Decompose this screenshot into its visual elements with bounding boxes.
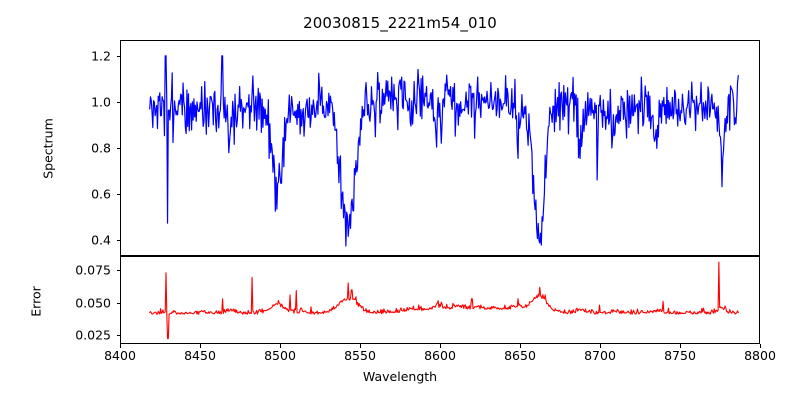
xtick-label-7: 8750 [664,348,696,363]
xtick-mark-1 [200,344,201,348]
ytick-label-spectrum-1: 0.6 [91,186,111,202]
xtick-mark-8 [760,344,761,348]
error-panel [120,256,760,344]
ytick-label-error-1: 0.050 [75,295,111,311]
error-line [121,257,759,343]
ytick-label-spectrum-3: 1.0 [91,94,111,110]
xtick-label-4: 8600 [424,348,456,363]
xtick-mark-4 [440,344,441,348]
x-axis-label: Wavelength [362,369,438,384]
xtick-mark-3 [360,344,361,348]
xtick-label-1: 8450 [184,348,216,363]
xtick-label-6: 8700 [584,348,616,363]
xtick-mark-6 [600,344,601,348]
spectrum-axis-label: Spectrum [40,118,56,179]
xtick-label-3: 8550 [344,348,376,363]
chart-title: 20030815_2221m54_010 [303,14,497,32]
ytick-label-spectrum-4: 1.2 [91,48,111,64]
xtick-mark-7 [680,344,681,348]
xtick-label-0: 8400 [104,348,136,363]
error-axis-label: Error [28,286,44,317]
xtick-mark-5 [520,344,521,348]
xtick-label-2: 8500 [264,348,296,363]
xtick-label-5: 8650 [504,348,536,363]
xtick-mark-2 [280,344,281,348]
spectrum-panel [120,40,760,256]
ytick-label-error-2: 0.075 [75,262,111,278]
ytick-label-spectrum-2: 0.8 [91,140,111,156]
spectrum-line [121,41,759,255]
xtick-label-8: 8800 [744,348,776,363]
ytick-label-spectrum-0: 0.4 [91,232,111,248]
ytick-label-error-0: 0.025 [75,327,111,343]
xtick-mark-0 [120,344,121,348]
